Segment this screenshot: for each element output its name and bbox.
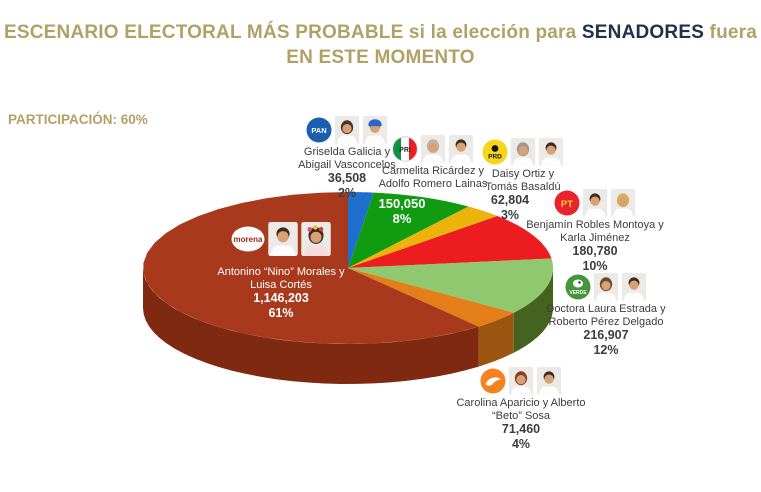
pt-media-row: PT — [485, 189, 705, 217]
pri-votes-value: 150,050 — [378, 196, 426, 211]
pri-slice-label: 150,050 8% — [379, 196, 426, 226]
pie-slice-pri — [348, 192, 469, 268]
pt-logo: PT — [554, 190, 580, 216]
candidate-photo — [538, 138, 564, 166]
pri-media-row: PRI — [323, 135, 543, 163]
pie-slice-prd — [348, 206, 498, 268]
morena-logo: morena — [231, 226, 265, 252]
candidate-names: Adolfo Romero Lainas — [378, 177, 488, 190]
pie-slice-side-morena — [143, 268, 479, 384]
candidate-group-prd: PRD Daisy Ortiz y Tomás Basaldú 62,804 3… — [413, 138, 633, 222]
prd-logo: PRD — [482, 139, 508, 165]
pvem-media-row: VERDE — [496, 273, 716, 301]
svg-text:VERDE: VERDE — [569, 290, 587, 296]
candidate-photo — [582, 189, 608, 217]
candidate-names: Karla Jiménez — [560, 231, 630, 244]
title-highlight: SENADORES — [581, 22, 705, 43]
pie-slice-pan — [348, 192, 374, 268]
candidate-group-morena: morena Antonino “Nino” Morales y Luisa C… — [171, 222, 391, 320]
votes-value: 216,907 — [583, 328, 629, 342]
candidate-photo — [268, 222, 298, 256]
candidate-names: “Beto” Sosa — [491, 409, 551, 422]
candidate-names: Roberto Pérez Delgado — [548, 315, 664, 328]
candidate-photo — [301, 222, 331, 256]
svg-text:PAN: PAN — [311, 126, 326, 135]
percent-value: 3% — [500, 207, 520, 222]
pie-slice-morena — [143, 192, 479, 344]
pie-slice-pvem — [348, 258, 553, 313]
participation-label: PARTICIPACIÓN: 60% — [8, 112, 148, 127]
candidate-names: Tomás Basaldú — [485, 180, 561, 193]
page-title: ESCENARIO ELECTORAL MÁS PROBABLE si la e… — [0, 20, 761, 70]
percent-value: 12% — [593, 342, 619, 357]
candidate-names: Abigail Vasconcelos — [298, 158, 396, 171]
title-text-post: fuera — [704, 22, 758, 43]
pie-slice-mc — [348, 268, 514, 327]
candidate-photo — [610, 189, 636, 217]
pan-media-row: PAN — [237, 116, 457, 144]
candidate-group-pt: PT Benjamín Robles Montoya y Karla Jimén… — [485, 189, 705, 273]
pri-percent-value: 8% — [392, 211, 412, 226]
pie-slice-pt — [348, 216, 552, 268]
candidate-names: Daisy Ortiz y — [491, 168, 555, 180]
title-line2: EN ESTE MOMENTO — [286, 47, 475, 68]
prd-media-row: PRD — [413, 138, 633, 166]
candidate-group-pvem: VERDE Doctora Laura Estrada y Roberto Pé… — [496, 273, 716, 357]
pri-logo: PRI — [392, 136, 418, 162]
candidate-photo — [510, 138, 536, 166]
candidate-names: Luisa Cortés — [250, 278, 312, 291]
mc-logo — [480, 368, 506, 394]
candidate-photo — [621, 273, 647, 301]
candidate-names: Carmelita Ricárdez y — [381, 165, 485, 177]
svg-text:PT: PT — [561, 199, 573, 210]
percent-value: 61% — [268, 305, 294, 320]
mc-media-row — [411, 367, 631, 395]
pie-chart — [143, 192, 553, 384]
candidate-names: Benjamín Robles Montoya y — [526, 219, 664, 231]
morena-media-row: morena — [171, 222, 391, 256]
candidate-group-pan: PAN Griselda Galicia y Abigail Vasconcel… — [237, 116, 457, 200]
candidate-names: Doctora Laura Estrada y — [546, 303, 666, 315]
percent-value: 2% — [337, 185, 357, 200]
svg-text:PRD: PRD — [488, 154, 502, 161]
pvem-logo: VERDE — [565, 274, 591, 300]
candidate-photo — [508, 367, 534, 395]
votes-value: 180,780 — [572, 244, 618, 258]
svg-text:morena: morena — [234, 235, 263, 244]
candidate-names: Griselda Galicia y — [303, 146, 391, 158]
candidate-photo — [536, 367, 562, 395]
votes-value: 1,146,203 — [253, 291, 309, 305]
votes-value: 71,460 — [501, 422, 541, 436]
pie-slice-side-mc — [478, 312, 514, 367]
pie-slice-side-pvem — [513, 268, 553, 353]
candidate-names: Antonino “Nino” Morales y — [217, 266, 345, 278]
votes-value: 36,508 — [327, 171, 367, 185]
percent-value: 4% — [511, 436, 531, 451]
title-line1: ESCENARIO ELECTORAL MÁS PROBABLE si la e… — [0, 20, 761, 45]
percent-value: 10% — [582, 258, 608, 273]
candidate-group-mc: Carolina Aparicio y Alberto “Beto” Sosa … — [411, 367, 631, 451]
candidate-photo — [593, 273, 619, 301]
pan-logo: PAN — [306, 117, 332, 143]
title-text-pre: ESCENARIO ELECTORAL MÁS PROBABLE si la e… — [3, 22, 582, 43]
candidate-group-pri: PRI Carmelita Ricárdez y Adolfo Romero L… — [323, 135, 543, 190]
votes-value: 62,804 — [490, 193, 530, 207]
svg-text:PRI: PRI — [399, 147, 411, 154]
candidate-names: Carolina Aparicio y Alberto — [456, 397, 586, 409]
